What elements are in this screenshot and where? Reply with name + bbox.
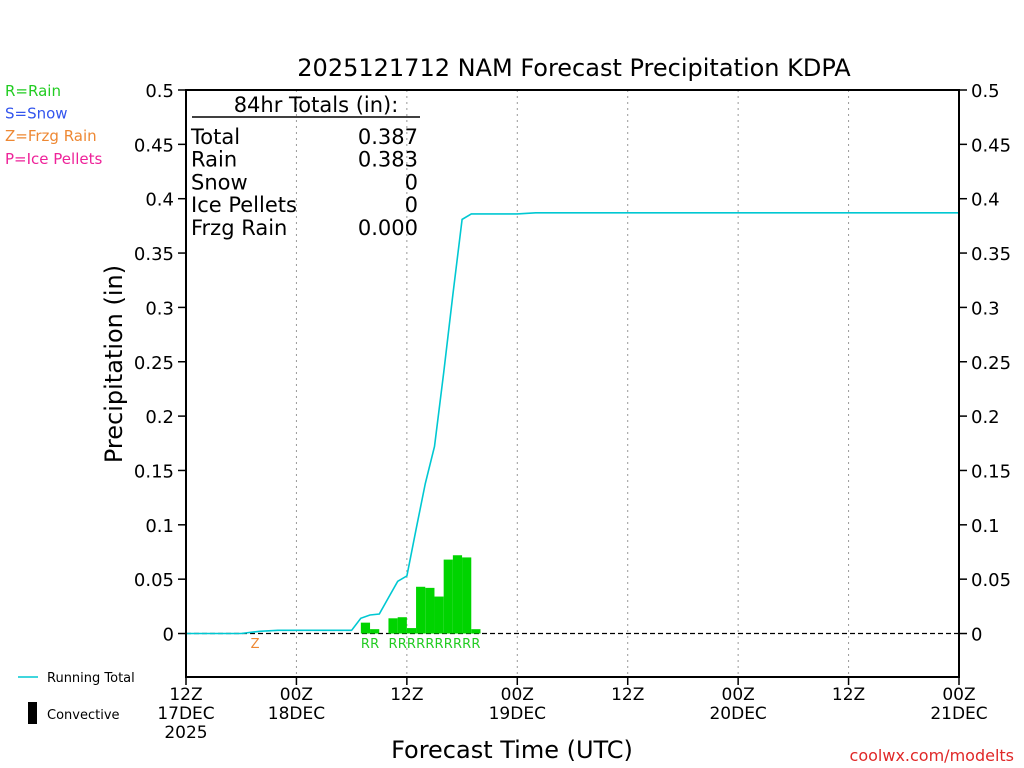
y-tick-label-right: 0.2 (971, 407, 1000, 428)
y-tick-label-left: 0.05 (134, 570, 174, 591)
x-tick-label: 00Z (942, 685, 975, 705)
totals-row-value: 0 (405, 193, 418, 217)
precip-bar (471, 629, 481, 634)
x-tick-label: 12Z (832, 685, 865, 705)
y-tick-label-left: 0.5 (145, 81, 174, 102)
x-tick-label: 19DEC (489, 704, 546, 724)
y-tick-label-right: 0.1 (971, 516, 1000, 537)
ptype-marker: R (444, 637, 453, 652)
totals-row-label: Frzg Rain (191, 216, 287, 240)
precip-bar (397, 617, 407, 634)
totals-box: 84hr Totals (in): Total 0.387 Rain 0.383 Sno… (190, 93, 420, 240)
ptype-marker: R (435, 637, 444, 652)
totals-row-value: 0 (405, 170, 418, 194)
totals-row-label: Snow (191, 170, 248, 194)
ptype-legend-entry: Z=Frzg Rain (5, 127, 97, 145)
plot-frame (185, 89, 960, 678)
running-total-line (186, 212, 959, 635)
y-tick-label-right: 0.5 (971, 81, 1000, 102)
precip-bar (462, 557, 472, 634)
ptype-legend-entry: S=Snow (5, 105, 68, 123)
ptype-marker: R (389, 637, 398, 652)
y-tick-label-left: 0.3 (145, 298, 174, 319)
credit-text: coolwx.com/modelts (850, 746, 1014, 765)
ptype-marker: R (407, 637, 416, 652)
x-tick-label: 18DEC (268, 704, 325, 724)
precip-bar (425, 587, 435, 634)
y-tick-label-left: 0.4 (145, 190, 174, 211)
ptype-marker: R (453, 637, 462, 652)
precip-bar (434, 596, 444, 634)
y-tick-label-right: 0.15 (971, 461, 1011, 482)
series-legend-label: Running Total (47, 671, 135, 686)
y-tick-label-left: 0.25 (134, 353, 174, 374)
x-tick-label: 00Z (722, 685, 755, 705)
x-tick-label: 12Z (390, 685, 423, 705)
y-tick-label-right: 0.25 (971, 353, 1011, 374)
y-tick-label-right: 0.4 (971, 190, 1000, 211)
y-tick-label-left: 0.45 (134, 135, 174, 156)
x-tick-label: 2025 (164, 723, 207, 743)
y-tick-label-left: 0.15 (134, 461, 174, 482)
hourly-precip-bars (360, 555, 481, 634)
precip-bar (406, 628, 417, 634)
ptype-marker: R (361, 637, 370, 652)
y-tick-label-left: 0.2 (145, 407, 174, 428)
ptype-legend: R=Rain S=Snow Z=Frzg Rain P=Ice Pellets (5, 82, 102, 168)
totals-row-label: Ice Pellets (191, 193, 297, 217)
y-tick-label-right: 0.45 (971, 135, 1011, 156)
chart-grid (186, 90, 959, 677)
ptype-legend-entry: R=Rain (5, 82, 61, 100)
x-tick-label: 12Z (169, 685, 202, 705)
ptype-marker: R (398, 637, 407, 652)
y-axis-label: Precipitation (in) (100, 265, 128, 463)
ptype-marker: Z (251, 637, 260, 652)
totals-row-value: 0.387 (358, 125, 418, 149)
totals-row-label: Total (190, 125, 240, 149)
y-tick-label-right: 0.3 (971, 298, 1000, 319)
y-tick-label-left: 0.1 (145, 516, 174, 537)
precip-bar (360, 622, 371, 634)
y-axis-ticks: 0 00.05 0.050.1 0.10.15 0.150.2 0.20.25 0.250.… (134, 81, 1011, 646)
y-tick-label-right: 0.35 (971, 244, 1011, 265)
ptype-legend-entry: P=Ice Pellets (5, 150, 102, 168)
precip-bar (452, 555, 463, 634)
convective-legend-swatch (28, 702, 37, 724)
x-tick-label: 17DEC (157, 704, 214, 724)
chart-title: 2025121712 NAM Forecast Precipitation KD… (297, 54, 851, 82)
precip-bar (370, 629, 380, 634)
ptype-marker: R (416, 637, 425, 652)
totals-row-value: 0.000 (358, 216, 418, 240)
y-tick-label-right: 0 (971, 625, 982, 646)
ptype-marker: R (471, 637, 480, 652)
x-tick-label: 12Z (611, 685, 644, 705)
precip-bar (388, 618, 398, 634)
x-tick-label: 21DEC (930, 704, 987, 724)
ptype-marker: R (425, 637, 434, 652)
x-tick-label: 20DEC (709, 704, 766, 724)
series-legend-label: Convective (47, 708, 120, 723)
precip-bar (443, 559, 453, 634)
y-tick-label-left: 0.35 (134, 244, 174, 265)
totals-header: 84hr Totals (in): (234, 93, 399, 117)
precip-bar (416, 586, 426, 634)
y-tick-label-right: 0.05 (971, 570, 1011, 591)
x-tick-label: 00Z (280, 685, 313, 705)
running-total-series (186, 212, 959, 635)
x-tick-label: 00Z (501, 685, 534, 705)
totals-row-value: 0.383 (358, 148, 418, 172)
totals-row-label: Rain (191, 148, 237, 172)
y-tick-label-left: 0 (163, 625, 174, 646)
series-legend: Running Total Convective (18, 671, 135, 724)
ptype-marker: R (462, 637, 471, 652)
ptype-marker: R (370, 637, 379, 652)
x-axis-label: Forecast Time (UTC) (391, 736, 633, 764)
